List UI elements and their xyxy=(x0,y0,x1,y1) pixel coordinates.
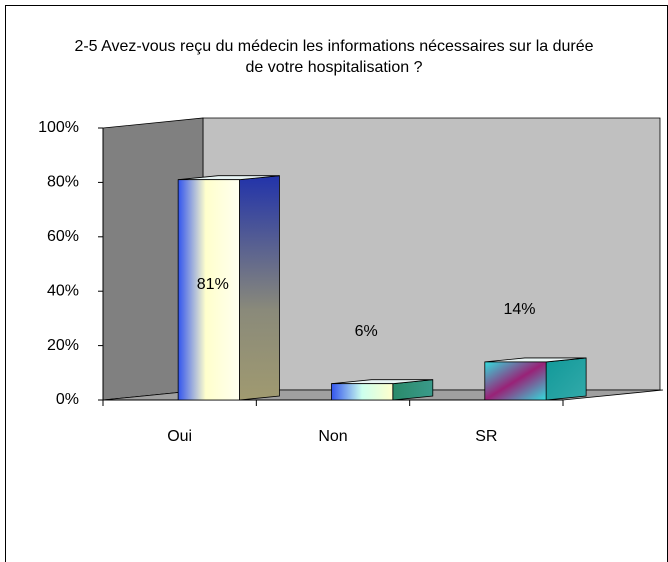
y-tick-label: 80% xyxy=(47,174,79,191)
y-tick-label: 40% xyxy=(47,282,79,299)
y-tick-label: 100% xyxy=(38,119,79,136)
bar-side xyxy=(545,357,587,401)
bar xyxy=(484,361,547,401)
y-tick-label: 60% xyxy=(47,228,79,245)
x-tick-label: SR xyxy=(475,428,497,445)
y-tick-label: 0% xyxy=(56,391,79,408)
data-label: 81% xyxy=(197,276,229,293)
data-label: 14% xyxy=(503,301,535,318)
chart-title: 2-5 Avez-vous reçu du médecin les inform… xyxy=(74,38,594,76)
x-tick-label: Oui xyxy=(167,428,192,445)
x-tick-label: Non xyxy=(318,428,347,445)
bar xyxy=(331,383,394,401)
data-label: 6% xyxy=(355,323,378,340)
y-tick-label: 20% xyxy=(47,337,79,354)
bar xyxy=(177,179,240,401)
bar-side xyxy=(239,175,280,401)
